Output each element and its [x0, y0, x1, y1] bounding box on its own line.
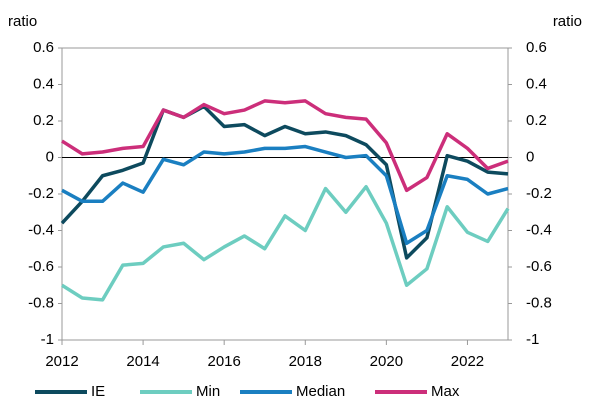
y-tick-label: -0.2 — [28, 185, 54, 202]
legend-label: Max — [431, 383, 460, 400]
series-line — [60, 104, 509, 260]
y-tick-label: -0.6 — [28, 258, 54, 275]
y-tick-label: 0.6 — [33, 39, 54, 56]
x-tick-label: 2020 — [370, 353, 403, 370]
y2-tick-label: -0.4 — [526, 221, 552, 238]
y-tick-label: 0.2 — [33, 112, 54, 129]
x-tick-label: 2016 — [207, 353, 240, 370]
x-tick-label: 2022 — [451, 353, 484, 370]
y-tick-label: 0 — [46, 148, 54, 165]
x-tick-label: 2012 — [45, 353, 78, 370]
series-line — [61, 184, 510, 302]
y-tick-label: 0.4 — [33, 75, 54, 92]
y2-tick-label: -0.6 — [526, 258, 552, 275]
y2-tick-label: 0.6 — [526, 39, 547, 56]
y2-tick-label: -1 — [526, 331, 539, 348]
y-tick-label: -1 — [41, 331, 54, 348]
y2-axis-label: ratio — [553, 13, 582, 30]
y2-tick-label: 0 — [526, 148, 534, 165]
legend-label: Median — [296, 383, 345, 400]
y-tick-label: -0.8 — [28, 294, 54, 311]
series-line — [61, 99, 509, 193]
y2-tick-label: 0.2 — [526, 112, 547, 129]
legend-label: IE — [91, 383, 105, 400]
y-tick-label: -0.4 — [28, 221, 54, 238]
x-tick-label: 2018 — [289, 353, 322, 370]
series-line — [61, 144, 509, 246]
y2-tick-label: -0.2 — [526, 185, 552, 202]
x-tick-label: 2014 — [126, 353, 159, 370]
legend-label: Min — [196, 383, 220, 400]
y2-tick-label: -0.8 — [526, 294, 552, 311]
y-axis-label: ratio — [8, 13, 37, 30]
y2-tick-label: 0.4 — [526, 75, 547, 92]
